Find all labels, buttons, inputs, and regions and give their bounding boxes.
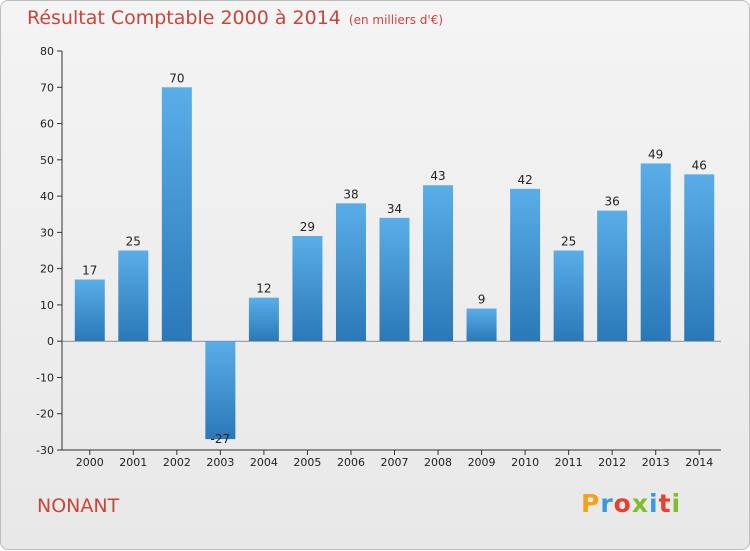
bar	[335, 203, 366, 342]
bar-value-label: 38	[343, 187, 358, 201]
x-tick-label: 2008	[424, 456, 452, 469]
bar	[205, 341, 236, 440]
x-tick-label: 2006	[337, 456, 365, 469]
bar-value-label: 29	[300, 220, 315, 234]
bar	[466, 308, 497, 342]
x-tick-label: 2009	[468, 456, 496, 469]
y-tick-label: 50	[40, 154, 54, 167]
x-tick-label: 2011	[555, 456, 583, 469]
proxiti-logo: Proxiti	[581, 489, 681, 518]
x-tick-label: 2004	[250, 456, 278, 469]
bar-value-label: 12	[256, 282, 271, 296]
logo-letter: i	[649, 489, 659, 518]
bar	[597, 210, 628, 342]
x-tick-label: 2005	[293, 456, 321, 469]
bar-value-label: 25	[561, 235, 576, 249]
y-tick-label: 30	[40, 226, 54, 239]
y-tick-label: 60	[40, 118, 54, 131]
bar	[118, 250, 149, 342]
y-tick-label: 0	[47, 335, 54, 348]
x-tick-label: 2012	[598, 456, 626, 469]
bar-value-label: 34	[387, 202, 402, 216]
bar	[379, 217, 410, 342]
bar-value-label: 46	[692, 158, 707, 172]
bar	[640, 163, 671, 342]
bar-value-label: 9	[478, 293, 486, 307]
chart-subtitle: (en milliers d'€)	[348, 13, 444, 27]
x-tick-label: 2013	[642, 456, 670, 469]
bar-value-label: 36	[605, 195, 620, 209]
value-labels: 17 25 70 -27 12 29 38 34 43 9 42 25 36 49 46	[82, 71, 707, 446]
logo-letter: x	[631, 489, 649, 518]
bar	[553, 250, 584, 342]
bar	[510, 188, 541, 342]
bar	[74, 279, 105, 342]
x-tick-label: 2001	[119, 456, 147, 469]
y-tick-label: 20	[40, 263, 54, 276]
axes: -30 -20 -10 0 10 20 30 40 50 60 70 80 2000 2001 2002 20…	[36, 45, 721, 469]
bar	[292, 235, 323, 342]
bar-value-label: 17	[82, 264, 97, 278]
bar-value-label: 25	[126, 235, 141, 249]
y-tick-label: 40	[40, 190, 54, 203]
y-tick-label: -30	[36, 444, 54, 457]
bar	[161, 87, 192, 342]
bar	[684, 174, 715, 342]
chart-title: Résultat Comptable 2000 à 2014 (en millie…	[27, 7, 443, 29]
bar-value-label: -27	[211, 432, 231, 446]
bar	[248, 297, 279, 342]
y-tick-label: -10	[36, 371, 54, 384]
bars	[74, 87, 715, 440]
x-tick-label: 2000	[76, 456, 104, 469]
y-tick-label: -20	[36, 408, 54, 421]
x-tick-label: 2002	[163, 456, 191, 469]
y-tick-label: 10	[40, 299, 54, 312]
x-tick-label: 2010	[511, 456, 539, 469]
logo-letter: i	[671, 489, 682, 518]
x-tick-label: 2014	[685, 456, 713, 469]
logo-letter: t	[658, 489, 672, 518]
chart-title-text: Résultat Comptable 2000 à 2014	[27, 7, 341, 29]
y-tick-label: 80	[40, 45, 54, 58]
logo-letter: r	[600, 489, 614, 518]
x-tick-label: 2003	[206, 456, 234, 469]
y-tick-label: 70	[40, 81, 54, 94]
x-tick-label: 2007	[381, 456, 409, 469]
bar-value-label: 42	[517, 173, 532, 187]
logo-letter: P	[581, 489, 601, 518]
bar-value-label: 43	[430, 169, 445, 183]
bar	[423, 185, 454, 342]
bar-value-label: 70	[169, 71, 184, 85]
logo-letter: o	[613, 489, 632, 518]
commune-name: NONANT	[37, 495, 120, 517]
bar-value-label: 49	[648, 147, 663, 161]
